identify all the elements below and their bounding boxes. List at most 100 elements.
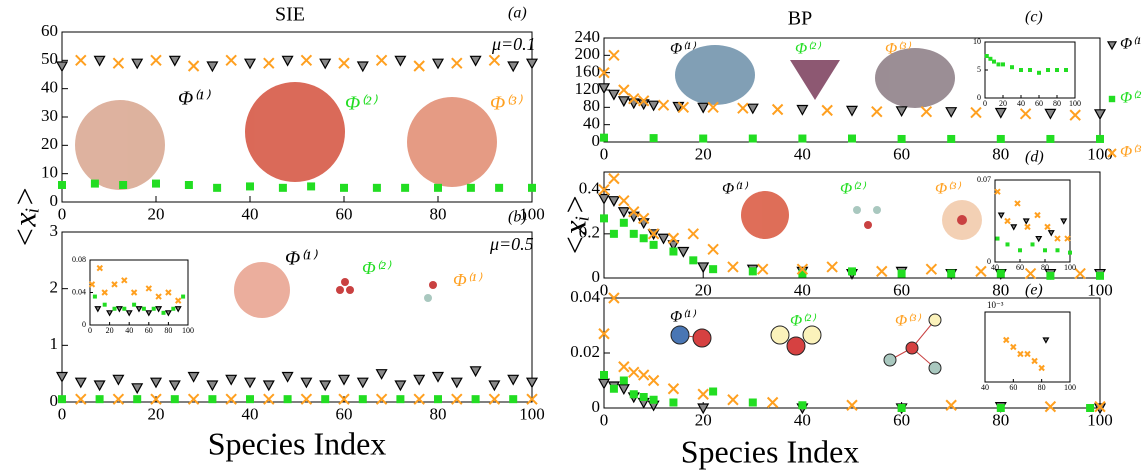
- x-tick-label: 0: [58, 405, 67, 424]
- square-marker: [152, 180, 160, 188]
- square-marker: [1046, 272, 1054, 280]
- triangle-marker: [847, 106, 857, 115]
- annotation: Φ⁽¹⁾: [178, 88, 211, 110]
- square-marker: [132, 303, 136, 307]
- square-marker: [620, 219, 628, 227]
- y-tick-label: 0: [82, 320, 86, 329]
- square-marker: [985, 54, 989, 58]
- square-marker: [1096, 272, 1104, 280]
- node: [341, 278, 349, 286]
- network-a2: [245, 82, 345, 182]
- x-tick-label: 80: [1038, 383, 1046, 392]
- y-tick-label: 40: [583, 114, 600, 133]
- x-tick-label: 60: [1035, 99, 1043, 108]
- y-tick-label: 60: [41, 21, 58, 40]
- square-marker: [1068, 251, 1072, 255]
- triangle-marker: [57, 62, 67, 71]
- triangle-marker: [113, 375, 123, 384]
- square-marker: [467, 184, 475, 192]
- x-marker: [301, 394, 311, 404]
- square-marker: [401, 184, 409, 192]
- square-marker: [600, 371, 608, 379]
- triangle-marker: [619, 208, 629, 217]
- square-marker: [396, 395, 404, 403]
- triangle-marker: [609, 197, 619, 206]
- triangle-marker: [151, 378, 161, 387]
- square-marker: [699, 135, 707, 143]
- triangle-marker: [471, 367, 481, 376]
- triangle-marker: [797, 106, 807, 115]
- triangle-marker: [659, 234, 669, 243]
- y-tick-label: 80: [583, 96, 600, 115]
- y-tick-label: 0: [592, 397, 601, 416]
- annotation: (e): [1025, 282, 1043, 299]
- square-marker: [749, 135, 757, 143]
- x-tick-label: 60: [336, 405, 353, 424]
- triangle-marker: [95, 56, 105, 65]
- triangle-marker: [599, 84, 609, 93]
- square-marker: [185, 181, 193, 189]
- square-marker: [1096, 135, 1104, 143]
- network-d1: [741, 191, 789, 239]
- square-marker: [947, 270, 955, 278]
- x-marker: [659, 100, 669, 110]
- annotation: Φ⁽¹⁾: [285, 248, 318, 270]
- square-marker: [122, 307, 126, 311]
- node: [957, 215, 967, 225]
- triangle-marker: [527, 378, 537, 387]
- y-tick-label: 0: [50, 391, 59, 410]
- x-marker: [113, 394, 123, 404]
- triangle-marker: [245, 378, 255, 387]
- x-marker: [339, 58, 349, 68]
- square-marker: [528, 184, 536, 192]
- annotation: Φ⁽²⁾: [795, 41, 822, 58]
- x-marker: [301, 55, 311, 65]
- x-marker: [264, 394, 274, 404]
- triangle-marker: [1095, 110, 1105, 119]
- node: [771, 326, 789, 344]
- triangle-marker: [629, 212, 639, 221]
- y-tick-label: 10: [41, 163, 58, 182]
- square-marker: [340, 184, 348, 192]
- triangle-marker: [414, 375, 424, 384]
- x-marker: [773, 105, 783, 115]
- square-marker: [1064, 68, 1068, 72]
- square-marker: [997, 62, 1001, 66]
- node: [864, 221, 872, 229]
- x-marker: [264, 58, 274, 68]
- triangle-marker: [395, 381, 405, 390]
- square-marker: [181, 295, 185, 299]
- x-marker: [452, 394, 462, 404]
- x-tick-label: 60: [1016, 263, 1024, 272]
- x-tick-label: 80: [992, 411, 1009, 430]
- square-marker: [96, 395, 104, 403]
- triangle-marker: [170, 381, 180, 390]
- square-marker: [996, 237, 1000, 241]
- triangle-marker: [320, 59, 330, 68]
- triangle-marker: [358, 62, 368, 71]
- triangle-marker: [599, 195, 609, 204]
- square-marker: [142, 307, 146, 311]
- x-marker: [872, 107, 882, 117]
- square-marker: [749, 399, 757, 407]
- x-tick-label: 100: [1087, 281, 1113, 300]
- x-tick-label: 40: [242, 405, 259, 424]
- triangle-marker: [527, 59, 537, 68]
- x-tick-label: 100: [182, 326, 194, 335]
- square-marker: [640, 393, 648, 401]
- x-tick-label: 40: [991, 263, 999, 272]
- x-tick-label: 0: [600, 145, 609, 164]
- square-marker: [1018, 248, 1022, 252]
- square-marker: [630, 230, 638, 238]
- square-marker: [93, 295, 97, 299]
- square-marker: [103, 303, 107, 307]
- square-marker: [472, 395, 480, 403]
- x-marker: [76, 394, 86, 404]
- x-marker: [226, 394, 236, 404]
- triangle-marker: [609, 90, 619, 99]
- square-marker: [610, 385, 618, 393]
- x-marker: [639, 370, 649, 380]
- square-marker: [898, 135, 906, 143]
- x-tick-label: 0: [88, 326, 92, 335]
- y-tick-label: 10: [973, 37, 981, 46]
